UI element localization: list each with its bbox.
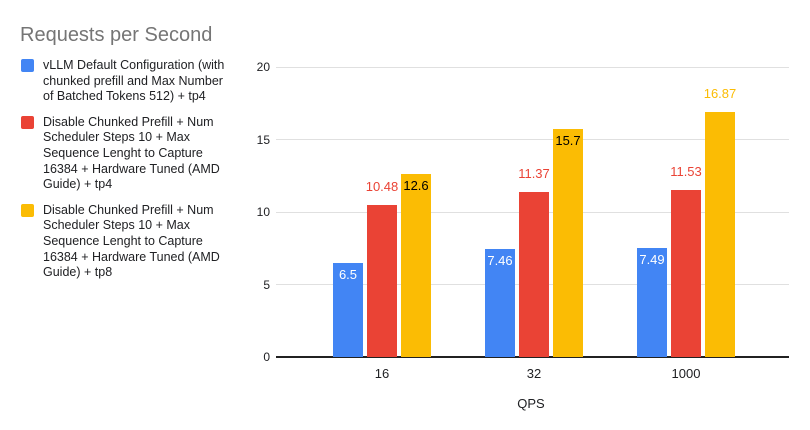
legend-item-2: Disable Chunked Prefill + Num Scheduler … bbox=[21, 203, 224, 281]
legend-swatch-icon bbox=[21, 115, 34, 129]
chart-title: Requests per Second bbox=[20, 24, 213, 46]
bar-label-series0-cat1000: 7.49 bbox=[639, 252, 665, 268]
bar-series1-cat1000 bbox=[671, 189, 701, 357]
legend-label: vLLM Default Configuration (with chunked… bbox=[43, 58, 225, 104]
x-axis-category-16: 16 bbox=[374, 366, 390, 381]
y-axis-tick-5: 5 bbox=[263, 277, 270, 292]
bar-series2-cat32 bbox=[553, 129, 583, 357]
x-axis-category-1000: 1000 bbox=[671, 366, 701, 381]
bar-label-series2-cat16: 12.6 bbox=[403, 178, 429, 194]
bar-series1-cat16 bbox=[367, 205, 397, 357]
legend-item-1: Disable Chunked Prefill + Num Scheduler … bbox=[21, 115, 224, 193]
legend-swatch-icon bbox=[21, 203, 34, 217]
y-axis-tick-10: 10 bbox=[256, 205, 270, 219]
legend-swatch-icon bbox=[21, 59, 34, 72]
legend-item-0: vLLM Default Configuration (with chunked… bbox=[21, 58, 224, 105]
bar-series0-cat32 bbox=[485, 248, 515, 357]
bar-label-series2-cat1000: 16.87 bbox=[703, 86, 737, 102]
x-axis-category-32: 32 bbox=[526, 366, 542, 381]
bar-label-series0-cat16: 6.5 bbox=[338, 266, 358, 282]
bar-series0-cat1000 bbox=[637, 248, 667, 357]
legend-label: Disable Chunked Prefill + Num Scheduler … bbox=[43, 202, 220, 280]
gridline-15 bbox=[276, 139, 789, 140]
y-axis-tick-0: 0 bbox=[263, 350, 270, 364]
bar-label-series1-cat1000: 11.53 bbox=[670, 163, 702, 179]
gridline-20 bbox=[276, 66, 789, 68]
x-axis-title: QPS bbox=[517, 396, 545, 411]
x-axis-line bbox=[276, 356, 789, 358]
bar-label-series0-cat32: 7.46 bbox=[487, 252, 513, 268]
chart-legend: vLLM Default Configuration (with chunked… bbox=[21, 58, 224, 281]
y-axis-tick-20: 20 bbox=[256, 60, 270, 74]
bar-series2-cat16 bbox=[401, 174, 431, 357]
bar-series2-cat1000 bbox=[705, 112, 735, 357]
bar-label-series1-cat32: 11.37 bbox=[518, 166, 550, 182]
bar-series0-cat16 bbox=[333, 262, 363, 357]
bar-series1-cat32 bbox=[519, 192, 549, 357]
bar-label-series2-cat32: 15.7 bbox=[555, 133, 581, 149]
bar-label-series1-cat16: 10.48 bbox=[365, 179, 399, 195]
legend-label: Disable Chunked Prefill + Num Scheduler … bbox=[43, 114, 220, 192]
y-axis-tick-15: 15 bbox=[256, 132, 270, 147]
